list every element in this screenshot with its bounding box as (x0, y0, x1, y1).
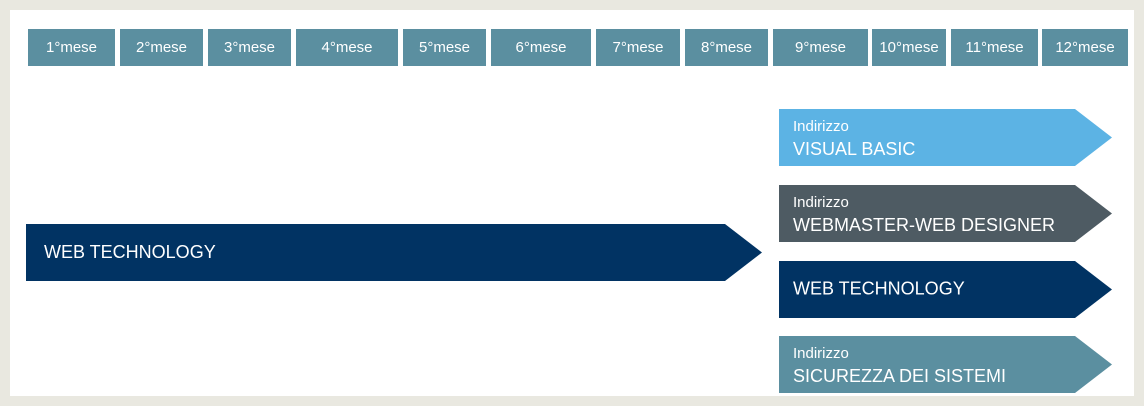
main-track-label: WEB TECHNOLOGY (44, 242, 216, 262)
month-cell (208, 29, 291, 66)
track-arrow (779, 109, 1112, 166)
month-label: 6°mese (515, 39, 566, 56)
track-arrow (779, 185, 1112, 242)
month-cell (773, 29, 868, 66)
month-cell (951, 29, 1038, 66)
track-prefix: Indirizzo (793, 345, 849, 362)
month-cell (28, 29, 115, 66)
main-arrow (26, 224, 762, 281)
month-label: 2°mese (136, 39, 187, 56)
track-label: SICUREZZA DEI SISTEMI (793, 366, 1006, 386)
month-label: 7°mese (612, 39, 663, 56)
month-label: 9°mese (795, 39, 846, 56)
month-cell (296, 29, 398, 66)
month-cell (120, 29, 203, 66)
track-arrow (779, 336, 1112, 393)
month-cell (596, 29, 680, 66)
month-label: 12°mese (1055, 39, 1114, 56)
month-label: 11°mese (965, 39, 1023, 56)
month-label: 3°mese (224, 39, 275, 56)
month-label: 8°mese (701, 39, 752, 56)
track-arrow (779, 261, 1112, 318)
month-label: 5°mese (419, 39, 470, 56)
month-label: 10°mese (879, 39, 938, 56)
month-label: 4°mese (321, 39, 372, 56)
month-cell (1042, 29, 1128, 66)
month-cell (403, 29, 486, 66)
track-label: VISUAL BASIC (793, 139, 915, 159)
month-cell (685, 29, 768, 66)
month-cell (491, 29, 591, 66)
track-label: WEB TECHNOLOGY (793, 278, 965, 298)
track-prefix: Indirizzo (793, 118, 849, 135)
month-label: 1°mese (46, 39, 97, 56)
month-cell (872, 29, 946, 66)
track-prefix: Indirizzo (793, 194, 849, 211)
track-label: WEBMASTER-WEB DESIGNER (793, 215, 1055, 235)
